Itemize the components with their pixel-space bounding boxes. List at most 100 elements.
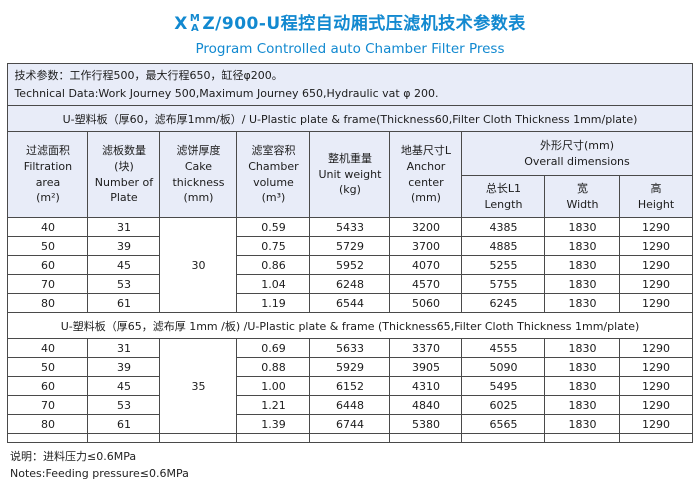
col-header-anchor-center: 地基尺寸L Anchor center (mm) — [389, 131, 463, 218]
col-label: center — [408, 175, 444, 189]
col-label: 高 — [650, 181, 662, 195]
cell-length: 6565 — [461, 414, 546, 434]
col-label: 总长L1 — [485, 181, 522, 195]
cell-anchor-center: 5380 — [389, 414, 463, 434]
cell-length: 5495 — [461, 376, 546, 396]
cell-anchor-center: 5060 — [389, 293, 463, 313]
cell-length: 6245 — [461, 293, 546, 313]
spacer-cell — [461, 433, 546, 443]
cell-unit-weight: 5729 — [309, 236, 391, 256]
notes-en: Notes:Feeding pressure≤0.6MPa — [10, 467, 189, 481]
col-label: Length — [484, 197, 523, 211]
cell-cake-thickness: 35 — [159, 338, 238, 434]
cell-chamber-volume: 1.00 — [236, 376, 311, 396]
col-label: Plate — [110, 191, 138, 205]
page-title: X M A Z/900-U程控自动厢式压滤机技术参数表 — [0, 9, 700, 35]
cell-plate-count: 61 — [87, 293, 161, 313]
spacer-cell — [236, 433, 311, 443]
col-label: 滤室容积 — [251, 143, 296, 157]
cell-filtration-area: 40 — [7, 217, 89, 237]
cell-chamber-volume: 1.04 — [236, 274, 311, 294]
col-header-unit-weight: 整机重量 Unit weight (kg) — [309, 131, 391, 218]
cell-plate-count: 45 — [87, 255, 161, 275]
section-1-header: U-塑料板（厚60，滤布厚1mm/板）/ U-Plastic plate & f… — [7, 105, 693, 132]
table-row: 50 39 0.75 5729 3700 4885 1830 1290 — [7, 236, 693, 256]
cell-anchor-center: 3200 — [389, 217, 463, 237]
cell-height: 1290 — [619, 338, 693, 358]
cell-chamber-volume: 1.39 — [236, 414, 311, 434]
page-subtitle: Program Controlled auto Chamber Filter P… — [195, 41, 505, 57]
table-row: 60 45 0.86 5952 4070 5255 1830 1290 — [7, 255, 693, 275]
cell-height: 1290 — [619, 255, 693, 275]
spacer-cell — [159, 433, 238, 443]
table-row: 40 31 30 0.59 5433 3200 4385 1830 1290 — [7, 217, 693, 313]
cell-chamber-volume: 0.69 — [236, 338, 311, 358]
table-spacer-row — [7, 433, 693, 443]
table-row: 70 53 1.21 6448 4840 6025 1830 1290 — [7, 395, 693, 415]
cell-filtration-area: 60 — [7, 376, 89, 396]
cell-chamber-volume: 0.75 — [236, 236, 311, 256]
cell-width: 1830 — [544, 236, 621, 256]
cell-filtration-area: 80 — [7, 414, 89, 434]
spacer-cell — [309, 433, 391, 443]
tech-info-row: 技术参数：工作行程500，最大行程650，缸径φ200。 Technical D… — [7, 63, 693, 106]
col-label: (m³) — [261, 191, 286, 205]
col-label: Overall dimensions — [524, 154, 630, 168]
cell-length: 5090 — [461, 357, 546, 377]
cell-filtration-area: 70 — [7, 395, 89, 415]
col-label: Number of — [94, 175, 154, 189]
cell-filtration-area: 50 — [7, 357, 89, 377]
col-header-plate-count: 滤板数量 (块) Number of Plate — [87, 131, 161, 218]
col-header-chamber-volume: 滤室容积 Chamber volume (m³) — [236, 131, 311, 218]
spacer-cell — [544, 433, 621, 443]
cell-height: 1290 — [619, 274, 693, 294]
cell-unit-weight: 5633 — [309, 338, 391, 358]
column-subheader-row: 总长L1 Length 宽 Width 高 Height — [8, 175, 693, 218]
cell-anchor-center: 3370 — [389, 338, 463, 358]
col-label: 宽 — [576, 181, 588, 195]
col-header-length: 总长L1 Length — [461, 175, 546, 218]
cell-height: 1290 — [619, 376, 693, 396]
col-label: (kg) — [338, 183, 361, 197]
col-label: thickness — [172, 175, 225, 189]
cell-plate-count: 61 — [87, 414, 161, 434]
col-header-height: 高 Height — [619, 175, 693, 218]
cell-unit-weight: 6152 — [309, 376, 391, 396]
col-label: Cake — [184, 159, 213, 173]
title-stack-top: M — [189, 13, 201, 24]
col-label: (mm) — [183, 191, 214, 205]
spacer-cell — [619, 433, 693, 443]
col-label: Anchor — [406, 159, 446, 173]
cell-plate-count: 39 — [87, 357, 161, 377]
spacer-cell — [7, 433, 89, 443]
cell-height: 1290 — [619, 395, 693, 415]
cell-width: 1830 — [544, 338, 621, 358]
spec-table: 技术参数：工作行程500，最大行程650，缸径φ200。 Technical D… — [7, 63, 693, 443]
cell-plate-count: 31 — [87, 338, 161, 358]
cell-width: 1830 — [544, 217, 621, 237]
cell-chamber-volume: 1.21 — [236, 395, 311, 415]
footer-notes: 说明：进料压力≤0.6MPa Notes:Feeding pressure≤0.… — [8, 448, 692, 482]
cell-width: 1830 — [544, 255, 621, 275]
cell-length: 5255 — [461, 255, 546, 275]
notes-cn: 说明：进料压力≤0.6MPa — [10, 450, 137, 463]
col-label: Height — [637, 197, 675, 211]
title-main: Z/900-U程控自动厢式压滤机技术参数表 — [202, 14, 526, 34]
col-label: 滤饼厚度 — [176, 143, 221, 157]
cell-unit-weight: 6248 — [309, 274, 391, 294]
cell-anchor-center: 4310 — [389, 376, 463, 396]
cell-height: 1290 — [619, 357, 693, 377]
col-label: volume — [253, 175, 294, 189]
col-label: Unit weight — [318, 167, 382, 181]
col-label: 外形尺寸(mm) — [539, 138, 614, 152]
cell-filtration-area: 60 — [7, 255, 89, 275]
tech-info-cn: 技术参数：工作行程500，最大行程650，缸径φ200。 — [14, 69, 283, 83]
col-label: (m²) — [36, 191, 60, 205]
cell-width: 1830 — [544, 376, 621, 396]
spacer-cell — [87, 433, 161, 443]
section-2-header-row: U-塑料板（厚65，滤布厚 1mm /板) /U-Plastic plate &… — [7, 312, 693, 339]
cell-chamber-volume: 1.19 — [236, 293, 311, 313]
cell-plate-count: 53 — [87, 274, 161, 294]
col-label: Chamber — [248, 159, 299, 173]
